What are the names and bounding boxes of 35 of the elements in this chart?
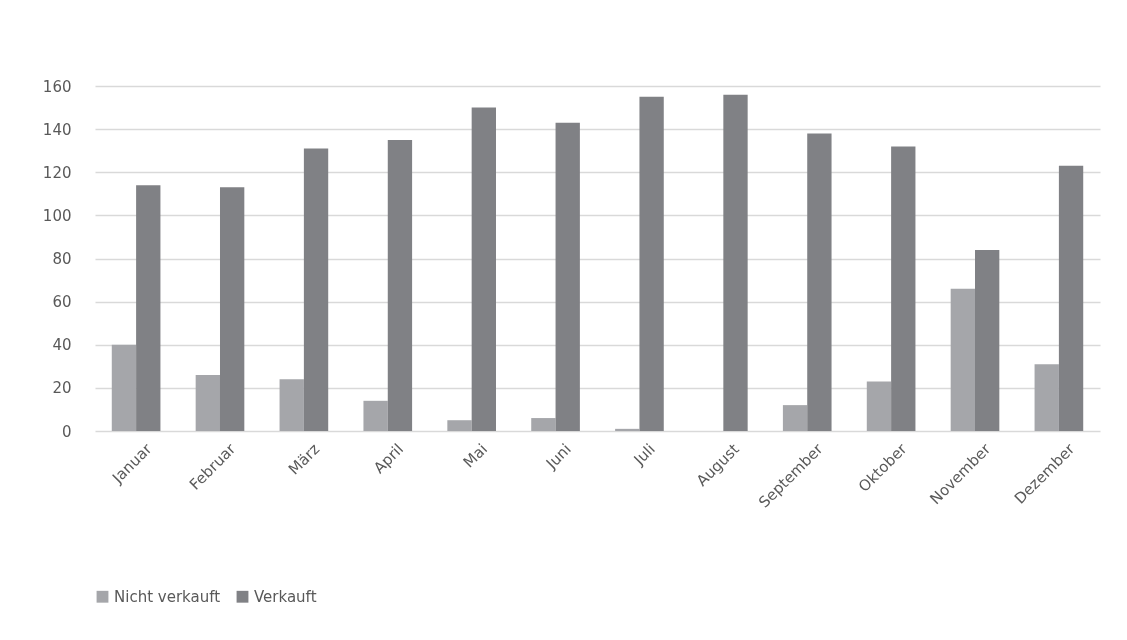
legend-label: Nicht verkauft	[114, 587, 221, 606]
y-tick-label: 80	[52, 250, 72, 268]
y-tick-label: 160	[42, 77, 72, 96]
bar	[782, 405, 808, 431]
bar	[303, 148, 329, 431]
y-tick-label: 120	[42, 163, 72, 182]
y-tick-label: 40	[52, 336, 72, 355]
bar	[1034, 364, 1059, 431]
bar	[891, 146, 916, 431]
bar	[471, 107, 496, 431]
bar	[807, 133, 832, 431]
bar	[975, 249, 1000, 431]
bar	[615, 428, 640, 431]
x-tick-label: Mai	[459, 440, 491, 472]
bar	[279, 379, 304, 431]
bar	[387, 139, 413, 431]
bar	[363, 400, 388, 431]
bar	[1058, 165, 1084, 431]
bar	[723, 94, 748, 431]
legend-label: Verkauft	[254, 587, 317, 606]
bar	[866, 381, 892, 431]
bar	[555, 122, 580, 431]
bar	[220, 187, 245, 431]
bar	[136, 185, 161, 431]
y-tick-label: 20	[52, 379, 72, 398]
bar	[195, 374, 220, 431]
bar	[111, 344, 137, 431]
y-tick-label: 0	[61, 422, 72, 441]
bar	[639, 96, 664, 431]
y-tick-label: 100	[42, 206, 72, 225]
bar	[531, 418, 556, 431]
bar	[950, 288, 975, 431]
y-tick-label: 140	[42, 120, 72, 139]
bar	[447, 420, 472, 431]
y-tick-label: 60	[52, 293, 72, 312]
